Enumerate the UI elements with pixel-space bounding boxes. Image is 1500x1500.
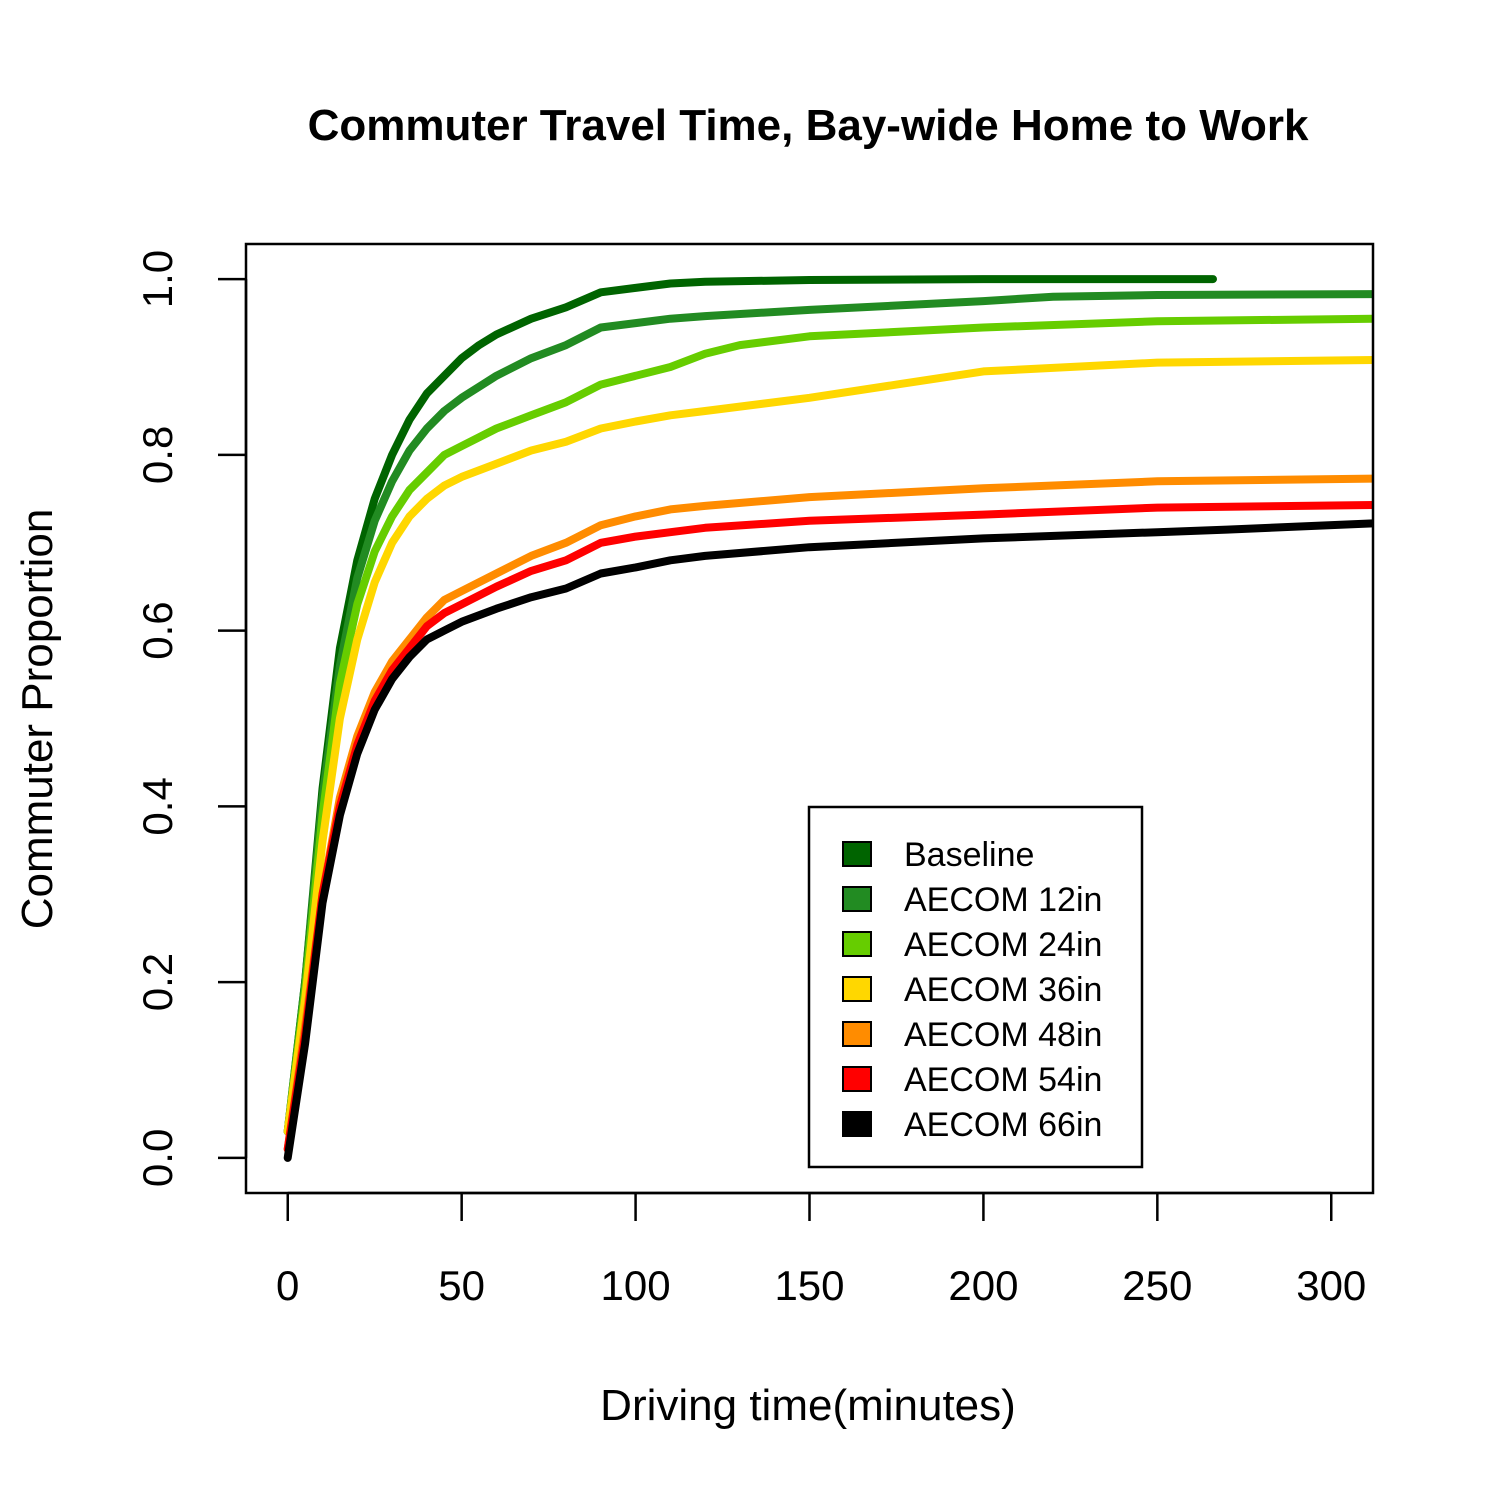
legend: Baseline AECOM 12in AECOM 24in AECOM 36in AE… bbox=[807, 805, 1144, 1169]
legend-swatch bbox=[842, 1066, 872, 1092]
legend-swatch bbox=[842, 1021, 872, 1047]
y-tick-label: 0.0 bbox=[134, 1129, 181, 1187]
y-tick-label: 0.2 bbox=[134, 953, 181, 1011]
legend-label: AECOM 24in bbox=[904, 926, 1102, 964]
x-tick-label: 250 bbox=[1122, 1262, 1192, 1309]
x-axis-label: Driving time(minutes) bbox=[600, 1381, 1016, 1430]
legend-label: AECOM 12in bbox=[904, 881, 1102, 919]
chart-title: Commuter Travel Time, Bay-wide Home to W… bbox=[308, 101, 1309, 150]
y-tick-label: 1.0 bbox=[134, 250, 181, 308]
x-tick-label: 300 bbox=[1296, 1262, 1366, 1309]
legend-label: Baseline bbox=[904, 836, 1034, 874]
legend-swatch bbox=[842, 841, 872, 867]
series-line-2 bbox=[283, 290, 1373, 1136]
series-line-7 bbox=[283, 519, 1373, 1162]
legend-swatch bbox=[842, 886, 872, 912]
series-line-3 bbox=[283, 314, 1373, 1136]
series-layer bbox=[283, 275, 1373, 1162]
x-tick-label: 200 bbox=[948, 1262, 1018, 1309]
legend-label: AECOM 48in bbox=[904, 1016, 1102, 1054]
y-tick-label: 0.6 bbox=[134, 601, 181, 659]
series-line-4 bbox=[283, 356, 1373, 1136]
y-axis-label: Commuter Proportion bbox=[13, 509, 62, 930]
legend-label: AECOM 66in bbox=[904, 1106, 1102, 1144]
legend-label: AECOM 36in bbox=[904, 971, 1102, 1009]
x-tick-label: 50 bbox=[438, 1262, 485, 1309]
legend-swatch bbox=[842, 1111, 872, 1137]
y-tick-label: 0.4 bbox=[134, 777, 181, 835]
x-tick-label: 0 bbox=[276, 1262, 299, 1309]
legend-swatch bbox=[842, 976, 872, 1002]
x-tick-label: 100 bbox=[601, 1262, 671, 1309]
x-tick-label: 150 bbox=[774, 1262, 844, 1309]
legend-label: AECOM 54in bbox=[904, 1061, 1102, 1099]
y-tick-label: 0.8 bbox=[134, 426, 181, 484]
axes-layer: 0 50 100 150 200 250 300 0.0 0.2 0.4 0.6 0.8 1.0 bbox=[134, 242, 1375, 1309]
legend-swatch bbox=[842, 931, 872, 957]
